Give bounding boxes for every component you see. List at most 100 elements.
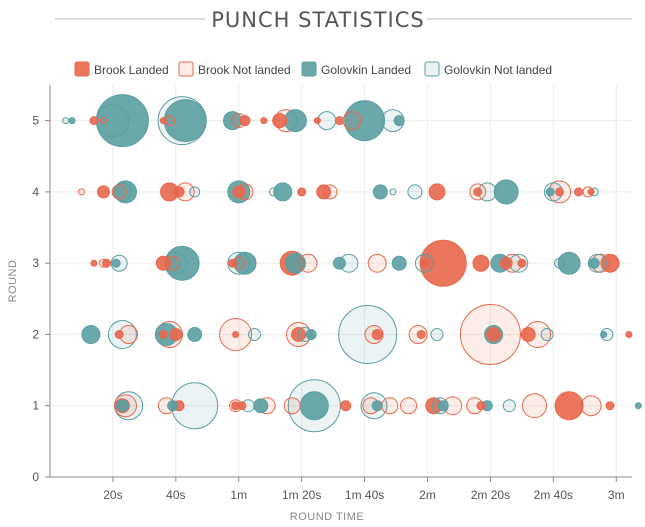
legend: Brook Landed Brook Not landed Golovkin Lan… (74, 61, 552, 77)
y-tick-label: 2 (32, 327, 39, 341)
bubble-series-0 (260, 117, 268, 125)
x-tick-label: 1m 40s (345, 488, 384, 502)
bubble-series-2 (111, 258, 121, 268)
bubble-series-1 (381, 397, 399, 415)
bubble-series-1 (298, 253, 318, 273)
bubble-series-0 (272, 113, 288, 129)
bubble-series-0 (239, 115, 251, 127)
legend-label: Golovkin Landed (321, 63, 411, 77)
legend-label: Brook Landed (94, 63, 169, 77)
bubble-series-0 (232, 331, 240, 338)
bubble-series-0 (158, 330, 168, 339)
legend-swatch (178, 61, 194, 77)
bubble-series-1 (165, 255, 181, 271)
bubble-series-3 (338, 305, 398, 364)
bubble-series-2 (391, 255, 407, 271)
bubble-series-3 (227, 251, 251, 275)
x-tick-label: 2m 20s (471, 488, 510, 502)
bubble-series-0 (587, 188, 595, 196)
bubble-series-0 (169, 328, 183, 341)
legend-swatch (424, 61, 440, 77)
bubble-series-2 (545, 187, 555, 197)
x-tick-label: 40s (166, 488, 185, 502)
bubble-series-3 (248, 328, 261, 341)
axes: 20s 40s 1m 1m 20s 1m 40s 2m 2m 20s 2m 40s 3m 0 1 2 3… (32, 85, 632, 502)
legend-label: Brook Not landed (198, 63, 291, 77)
x-axis-title: ROUND TIME (290, 511, 364, 523)
bubble-series-0 (520, 327, 536, 342)
bubble-series-3 (112, 182, 132, 202)
bubble-series-2 (372, 184, 388, 200)
bubble-series-1 (522, 393, 547, 419)
bubble-series-3 (502, 399, 516, 413)
bubble-series-0 (313, 117, 321, 125)
x-tick-label: 2m 40s (534, 488, 573, 502)
bubble-series-1 (100, 117, 107, 125)
bubble-series-1 (283, 397, 301, 415)
bubble-series-0 (371, 329, 383, 340)
bubble-series-0 (574, 187, 583, 197)
y-axis-title: ROUND (7, 260, 19, 303)
bubble-series-2 (600, 331, 608, 338)
bubble-series-3 (389, 188, 397, 196)
bubble-series-0 (476, 401, 486, 411)
bubble-series-0 (97, 185, 110, 199)
bubble-series-2 (114, 180, 137, 204)
bubble-series-0 (90, 259, 98, 267)
bubble-series-1 (99, 258, 108, 268)
bubble-series-0 (159, 117, 167, 125)
bubble-series-0 (554, 391, 584, 421)
bubble-series-1 (400, 397, 418, 415)
bubble-series-1 (426, 258, 436, 268)
bubble-series-2 (332, 256, 346, 270)
bubble-series-0 (173, 186, 185, 198)
bubble-series-2 (344, 100, 386, 142)
bubble-series-1 (342, 111, 362, 131)
bubble-series-0 (291, 327, 306, 342)
bubble-series-3 (407, 184, 423, 200)
bubble-series-0 (605, 401, 615, 411)
bubble-series-3 (268, 187, 278, 197)
x-tick-label: 1m 20s (282, 488, 321, 502)
bubble-series-2 (493, 179, 519, 205)
bubble-series-0 (555, 187, 565, 197)
bubble-series-1 (322, 184, 338, 200)
bubble-series-2 (305, 329, 317, 340)
bubble-series-3 (62, 117, 70, 125)
bubble-series-3 (189, 186, 201, 198)
bubbles (62, 94, 642, 433)
bubble-series-2 (588, 257, 600, 269)
bubble-series-0 (228, 258, 237, 268)
bubble-series-2 (557, 251, 581, 275)
bubble-series-0 (232, 185, 246, 199)
bubble-series-0 (297, 187, 307, 197)
y-tick-label: 5 (32, 114, 39, 128)
bubble-series-2 (167, 400, 179, 412)
x-tick-label: 2m (419, 488, 436, 502)
bubble-series-2 (371, 400, 383, 412)
bubble-series-0 (428, 183, 446, 201)
bubble-series-3 (554, 257, 566, 269)
bubble-series-1 (367, 253, 387, 273)
bubble-series-2 (437, 400, 449, 412)
x-tick-label: 1m (230, 488, 247, 502)
bubble-series-2 (68, 117, 76, 125)
bubble-series-0 (102, 258, 112, 268)
bubble-series-3 (430, 328, 444, 341)
bubble-series-0 (473, 187, 483, 197)
chart-title: PUNCH STATISTICS (211, 8, 425, 32)
bubble-series-2 (393, 115, 405, 127)
bubble-series-1 (111, 184, 127, 200)
bubble-series-3 (540, 328, 554, 341)
bubble-series-1 (580, 395, 602, 417)
bubble-series-0 (625, 331, 633, 338)
bubble-series-2 (283, 109, 307, 133)
bubble-series-2 (81, 325, 101, 344)
bubble-series-2 (634, 402, 642, 410)
bubble-series-0 (334, 116, 344, 126)
bubble-series-0 (114, 330, 124, 339)
bubble-series-2 (299, 391, 329, 421)
x-tick-label: 20s (103, 488, 122, 502)
bubble-series-2 (273, 182, 293, 202)
